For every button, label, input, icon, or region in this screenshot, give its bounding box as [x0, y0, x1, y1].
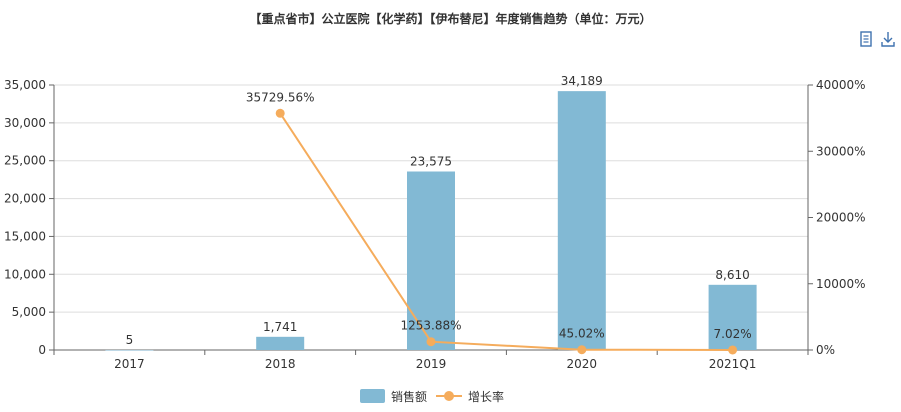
y-right-tick-label: 20000% [816, 211, 866, 225]
y-left-tick-label: 25,000 [4, 154, 46, 168]
bar [105, 349, 154, 351]
y-left-tick-label: 35,000 [4, 78, 46, 92]
line-data-label: 1253.88% [400, 319, 461, 333]
legend-bar-label: 销售额 [391, 389, 427, 404]
bar [708, 284, 757, 350]
download-icon[interactable] [879, 30, 897, 48]
y-left-tick-label: 15,000 [4, 229, 46, 243]
y-left-tick-label: 30,000 [4, 116, 46, 130]
y-left-tick-label: 10,000 [4, 267, 46, 281]
line-data-label: 35729.56% [246, 90, 315, 104]
y-right-tick-label: 30000% [816, 144, 866, 158]
legend-line-marker [444, 391, 454, 401]
x-tick-label: 2017 [114, 357, 145, 371]
bar-data-label: 1,741 [263, 320, 297, 334]
y-right-tick-label: 40000% [816, 78, 866, 92]
data-view-icon[interactable] [857, 30, 875, 48]
bar [557, 91, 606, 350]
bar-data-label: 8,610 [715, 268, 749, 282]
line-point [426, 337, 436, 347]
line-point [577, 345, 587, 355]
line-point [275, 108, 285, 118]
x-tick-label: 2020 [567, 357, 598, 371]
chart-title: 【重点省市】公立医院【化学药】【伊布替尼】年度销售趋势（单位：万元） [249, 12, 652, 26]
line-data-label: 45.02% [559, 327, 605, 341]
growth-rate-line [279, 112, 733, 351]
y-right-tick-label: 10000% [816, 277, 866, 291]
line-data-label: 7.02% [714, 327, 752, 341]
y-left-tick-label: 5,000 [12, 305, 46, 319]
bar [256, 336, 305, 350]
y-left-tick-label: 20,000 [4, 192, 46, 206]
bar-data-label: 23,575 [410, 155, 452, 169]
bar [407, 171, 455, 350]
x-tick-label: 2018 [265, 357, 296, 371]
y-left-tick-label: 0 [38, 343, 46, 357]
x-tick-label: 2019 [416, 357, 447, 371]
bar-data-label: 34,189 [561, 74, 603, 88]
x-tick-label: 2021Q1 [709, 357, 757, 371]
legend-bar-swatch [360, 389, 385, 403]
y-right-tick-label: 0% [816, 343, 835, 357]
legend-line-label: 增长率 [468, 389, 504, 404]
bar-data-label: 5 [126, 333, 134, 347]
line-point [728, 345, 738, 355]
